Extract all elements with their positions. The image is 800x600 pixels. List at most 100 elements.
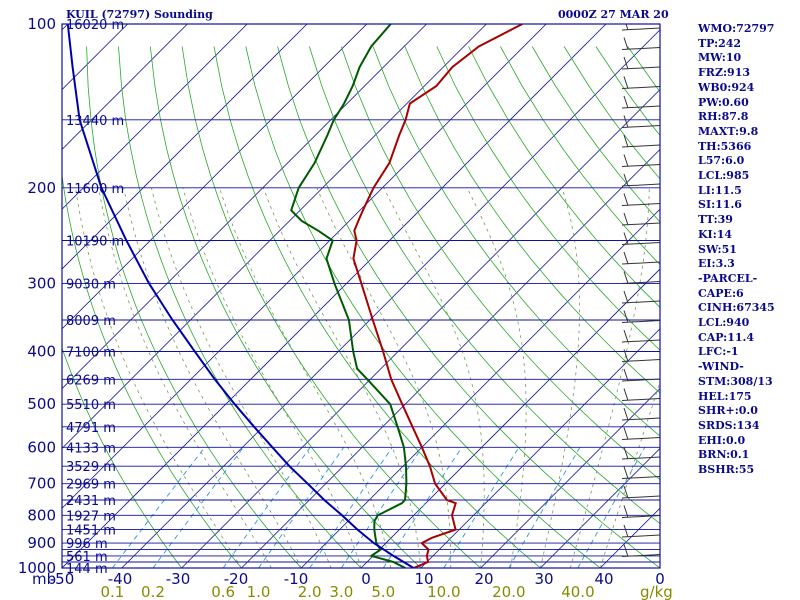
height-label: 1451 m [66,524,116,539]
moist-adiabat-line [151,187,332,568]
mixing-ratio-label: 20.0 [492,583,525,600]
y-tick-label: 100 [27,15,56,33]
wind-barb-flag-icon [623,368,629,382]
height-label: 4791 m [66,421,116,436]
mixing-ratio-label: 0.6 [211,583,235,600]
y-tick-label: 300 [27,275,56,293]
height-label: 2431 m [66,494,116,509]
dry-adiabat-line [500,46,660,266]
wind-barb-flag-icon [625,24,629,31]
height-label: 561 m [66,550,108,565]
wind-barb-flag-icon [623,427,629,440]
stat-item: MAXT:9.8 [698,124,759,138]
dry-adiabat-line [86,46,302,568]
height-label: 6269 m [66,373,116,388]
dry-adiabat-line [181,46,482,568]
parcel-line [66,24,415,568]
stat-item: SHR+:0.0 [698,404,758,418]
moist-adiabat-line [466,187,527,568]
dry-adiabat-line [245,46,601,568]
isotherm-line [62,24,248,210]
wind-barb-flag-icon [623,193,629,206]
x-tick-label: 30 [534,570,553,588]
stat-item: EHI:0.0 [698,433,746,447]
isotherm-line [480,388,660,568]
height-label: 16020 m [66,18,124,33]
wind-barb-flag-icon [623,466,629,479]
x-tick-label: 10 [414,570,433,588]
isotherm-line [300,208,660,568]
dry-adiabat-line [468,46,660,308]
stat-item: KI:14 [698,227,733,241]
height-label: 3529 m [66,460,116,475]
mixing-ratio-label: 0.2 [141,583,165,600]
dry-adiabat-line [277,46,660,568]
wind-barb-flag-icon [623,485,629,499]
wind-barb-flag-icon [623,154,629,167]
wind-barb-flag-icon [623,505,629,518]
x-tick-label: -30 [166,570,191,588]
wind-barb-flag-icon [623,232,629,245]
dry-adiabat-line [118,46,362,568]
stat-item: BSHR:55 [698,463,755,477]
mixing-ratio-label: 2.0 [298,583,322,600]
isotherm-line [62,24,487,449]
y-tick-label: 400 [27,343,56,361]
wind-barb-flag-icon [623,56,629,70]
moist-adiabat-line [123,187,302,568]
height-label: 1927 m [66,509,116,524]
stat-item: L57:6.0 [698,154,745,168]
isotherm-line [62,24,308,270]
stat-item: HEL:175 [698,389,752,403]
x-tick-label: 0 [361,570,371,588]
stat-item: CINH:67345 [698,301,775,315]
isotherm-line [540,447,660,568]
isotherm-line [420,328,660,568]
wind-barb-flag-icon [623,388,629,401]
mixing-ratio-line [577,447,646,568]
y-tick-label: 500 [27,395,56,413]
isotherm-line [121,29,660,568]
wind-barb-flag-icon [623,95,629,109]
dry-adiabat-line [149,46,422,568]
wind-barb-flag-icon [623,290,629,304]
y-tick-label: 800 [27,506,56,524]
wind-barb-flag-icon [623,173,629,187]
chart-title: KUIL (72797) Sounding [66,8,213,21]
stat-item: RH:87.8 [698,110,749,124]
x-tick-label: -10 [284,570,309,588]
stat-item: LCL:985 [698,169,750,183]
stat-item: LFC:-1 [698,345,739,359]
x-tick-label: -20 [224,570,249,588]
stat-item: WMO:72797 [698,22,775,35]
wind-barb-flag-icon [623,446,629,460]
height-label: 5510 m [66,398,116,413]
isotherm-line [181,89,660,568]
dry-adiabat-line [436,46,660,351]
stats-panel: WMO:72797 TP:242 MW:10 FRZ:913 WB0:924 PW:0.6… [698,22,798,478]
wind-barb-flag-icon [623,76,629,89]
wind-barb-flag-icon [623,251,629,265]
height-label: 144 m [66,562,108,577]
isotherm-line [62,24,547,509]
stat-item: SI:11.6 [698,198,742,212]
x-tick-label: 20 [474,570,493,588]
stat-item: LI:11.5 [698,183,742,197]
temperature-line [352,24,523,568]
mixing-ratio-label: 0.1 [100,583,124,600]
mixing-ratio-line [443,447,520,568]
y-tick-label: 600 [27,438,56,456]
mixing-ratio-line [382,447,463,568]
y-tick-label: 200 [27,179,56,197]
isotherm-line [62,24,368,330]
dry-adiabat-line [372,46,660,437]
wind-barb-flag-icon [623,544,629,557]
mixing-ratio-label: 40.0 [561,583,594,600]
stat-item: PW:0.60 [698,95,749,109]
chart-subtitle: 0000Z 27 MAR 20 [558,8,669,21]
dry-adiabat-line [309,46,660,525]
wind-barb-flag-icon [623,349,629,362]
y-tick-label: 1000 [18,559,56,577]
height-label: 4133 m [66,441,116,456]
